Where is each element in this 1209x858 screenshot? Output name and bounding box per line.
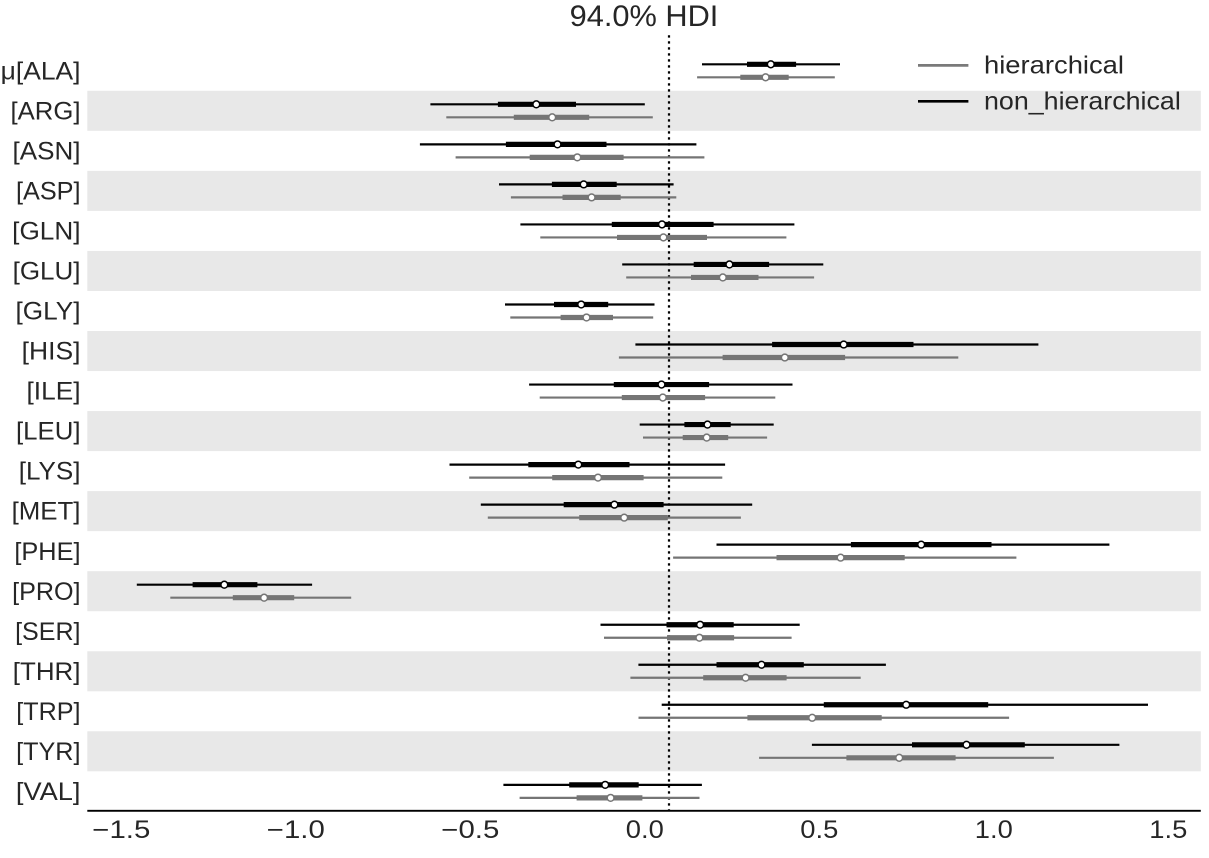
svg-text:[ASP]: [ASP] xyxy=(16,178,81,205)
svg-text:[THR]: [THR] xyxy=(13,659,81,686)
svg-text:[LEU]: [LEU] xyxy=(16,419,81,446)
svg-text:−1.5: −1.5 xyxy=(92,817,150,844)
svg-text:0.0: 0.0 xyxy=(626,817,664,844)
svg-text:[LYS]: [LYS] xyxy=(19,459,81,486)
svg-text:−0.5: −0.5 xyxy=(441,817,499,844)
svg-text:[SER]: [SER] xyxy=(15,619,80,646)
svg-text:[VAL]: [VAL] xyxy=(16,779,81,806)
svg-text:1.5: 1.5 xyxy=(1149,817,1187,844)
svg-text:[HIS]: [HIS] xyxy=(22,339,81,366)
svg-text:94.0% HDI: 94.0% HDI xyxy=(570,0,719,33)
svg-text:0.5: 0.5 xyxy=(800,817,838,844)
svg-text:−1.0: −1.0 xyxy=(267,817,325,844)
svg-text:[ILE]: [ILE] xyxy=(27,379,81,406)
svg-text:[ARG]: [ARG] xyxy=(11,98,81,125)
svg-text:[TRP]: [TRP] xyxy=(16,699,80,726)
svg-text:[GLY]: [GLY] xyxy=(16,299,81,326)
svg-text:non_hierarchical: non_hierarchical xyxy=(984,89,1181,116)
svg-text:1.0: 1.0 xyxy=(975,817,1013,844)
svg-text:[MET]: [MET] xyxy=(12,499,81,526)
svg-text:[PRO]: [PRO] xyxy=(12,579,80,606)
svg-text:[TYR]: [TYR] xyxy=(16,739,80,766)
svg-text:μ[ALA]: μ[ALA] xyxy=(1,58,81,85)
svg-text:[GLU]: [GLU] xyxy=(13,259,81,286)
svg-text:[PHE]: [PHE] xyxy=(14,539,80,566)
svg-text:[GLN]: [GLN] xyxy=(12,219,80,246)
svg-text:hierarchical: hierarchical xyxy=(984,53,1124,80)
svg-text:[ASN]: [ASN] xyxy=(13,138,81,165)
